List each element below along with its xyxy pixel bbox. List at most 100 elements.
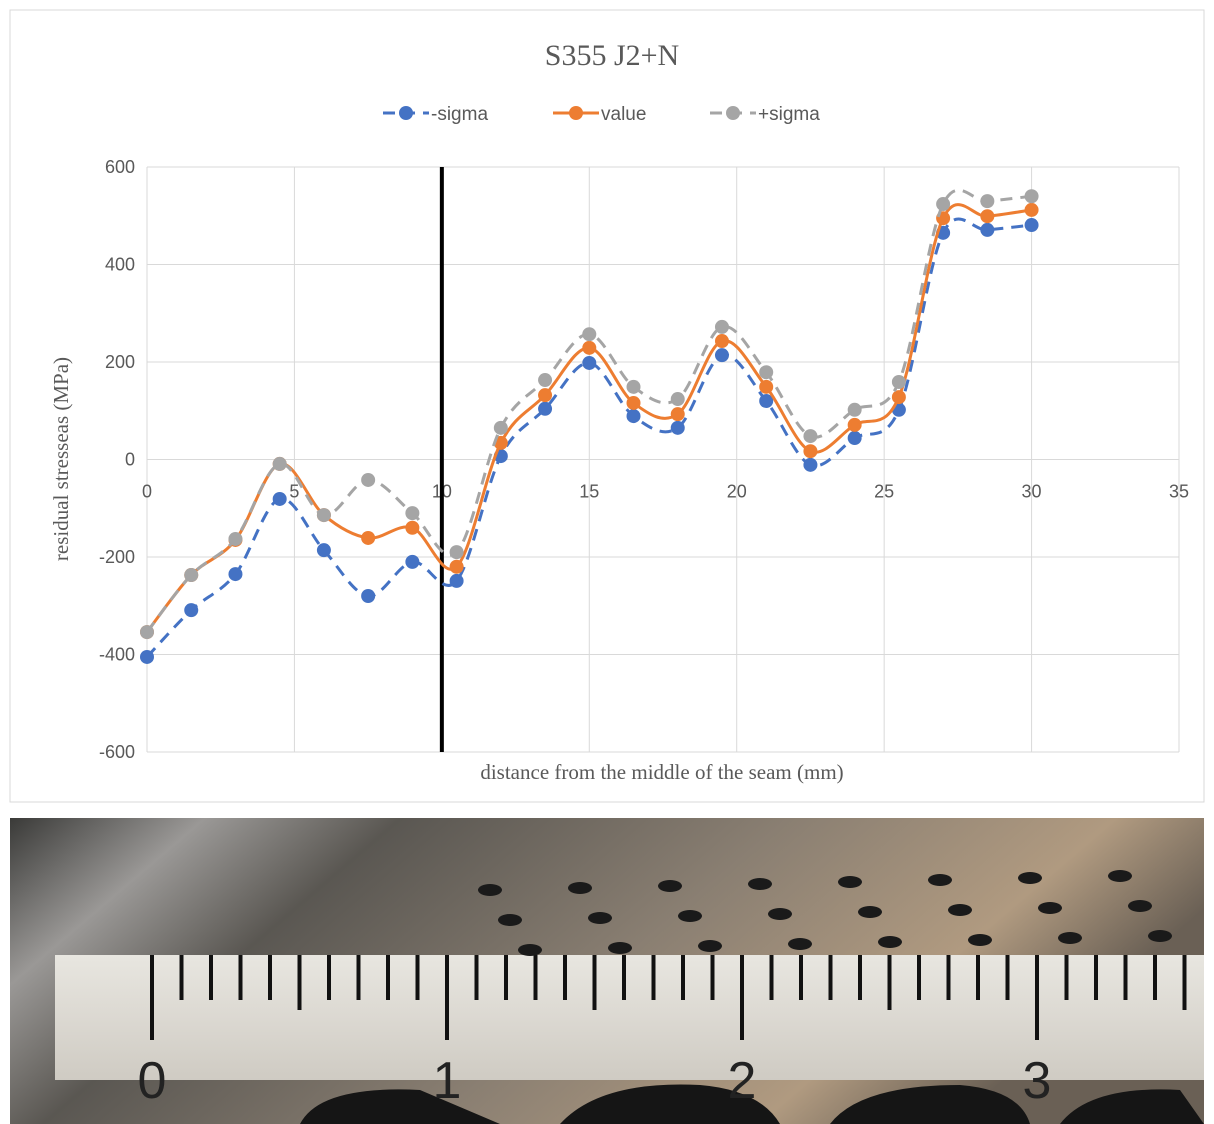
photo-hole xyxy=(858,906,882,918)
data-point xyxy=(847,431,862,446)
photo-hole xyxy=(1128,900,1152,912)
photo-hole xyxy=(748,878,772,890)
photo-hole xyxy=(608,942,632,954)
data-point xyxy=(891,374,906,389)
x-tick-label: 30 xyxy=(1022,482,1042,502)
data-point xyxy=(980,209,995,224)
chart-title: S355 J2+N xyxy=(545,39,679,72)
data-point xyxy=(316,543,331,558)
ruler-label: 3 xyxy=(1023,1052,1052,1110)
y-tick-label: 600 xyxy=(105,157,135,177)
photo-hole xyxy=(478,884,502,896)
data-point xyxy=(405,506,420,521)
data-point xyxy=(891,390,906,405)
ruler-label: 1 xyxy=(433,1052,462,1110)
data-point xyxy=(670,420,685,435)
photo-hole xyxy=(1018,872,1042,884)
data-point xyxy=(449,559,464,574)
dark-shapes xyxy=(300,1084,1204,1124)
x-axis-label: distance from the middle of the seam (mm… xyxy=(480,760,843,784)
data-point xyxy=(626,409,641,424)
data-point xyxy=(140,625,154,640)
data-point xyxy=(272,456,287,471)
data-point xyxy=(449,545,464,560)
data-point xyxy=(582,327,597,342)
data-point xyxy=(405,554,420,569)
y-tick-label: -200 xyxy=(99,547,135,567)
data-point xyxy=(714,334,729,349)
data-point xyxy=(626,395,641,410)
photo-hole xyxy=(878,936,902,948)
photo-hole xyxy=(928,874,952,886)
data-point xyxy=(449,573,464,588)
x-tick-label: 25 xyxy=(874,482,894,502)
data-point xyxy=(582,340,597,355)
legend-label: -sigma xyxy=(431,104,488,125)
data-point xyxy=(316,508,331,523)
photo-hole xyxy=(1108,870,1132,882)
data-point xyxy=(228,531,243,546)
data-point xyxy=(670,407,685,422)
photo-hole xyxy=(568,882,592,894)
x-tick-label: 35 xyxy=(1169,482,1189,502)
photo-hole xyxy=(1148,930,1172,942)
data-point xyxy=(936,197,951,212)
data-point xyxy=(714,348,729,363)
data-point xyxy=(184,568,199,583)
photo-hole xyxy=(518,944,542,956)
legend-label: +sigma xyxy=(758,104,820,125)
photo-hole xyxy=(498,914,522,926)
data-point xyxy=(493,420,508,435)
photo: 0 1 2 3 xyxy=(10,818,1204,1124)
data-point xyxy=(272,491,287,506)
photo-hole xyxy=(1058,932,1082,944)
data-point xyxy=(714,319,729,334)
data-point xyxy=(1024,189,1039,204)
photo-hole xyxy=(588,912,612,924)
data-point xyxy=(626,379,641,394)
data-point xyxy=(847,417,862,432)
data-point xyxy=(980,194,995,209)
photo-hole xyxy=(968,934,992,946)
data-point xyxy=(759,379,774,394)
y-tick-label: 400 xyxy=(105,255,135,275)
x-tick-label: 0 xyxy=(142,482,152,502)
data-point xyxy=(184,603,199,618)
y-tick-label: -400 xyxy=(99,645,135,665)
data-point xyxy=(980,222,995,237)
data-point xyxy=(1024,218,1039,233)
ruler xyxy=(55,955,1204,1080)
y-axis-label: residual stresseas (MPa) xyxy=(49,357,73,561)
x-tick-label: 15 xyxy=(579,482,599,502)
x-tick-label: 20 xyxy=(727,482,747,502)
data-point xyxy=(1024,202,1039,217)
x-tick-label: 5 xyxy=(289,482,299,502)
grid xyxy=(146,166,1180,753)
data-point xyxy=(759,394,774,408)
data-point xyxy=(361,530,376,545)
legend-label: value xyxy=(601,104,646,125)
photo-hole xyxy=(768,908,792,920)
photo-hole xyxy=(658,880,682,892)
chart-frame xyxy=(9,9,1205,803)
y-tick-label: 0 xyxy=(125,450,135,470)
data-point xyxy=(803,444,818,459)
photo-hole xyxy=(1038,902,1062,914)
data-point xyxy=(759,365,774,380)
ruler-label: 0 xyxy=(138,1052,167,1110)
data-point xyxy=(361,589,376,603)
data-point xyxy=(670,392,685,407)
data-point xyxy=(582,355,597,370)
photo-hole xyxy=(838,876,862,888)
data-point xyxy=(228,567,243,582)
photo-hole xyxy=(698,940,722,952)
data-point xyxy=(538,373,553,388)
data-point xyxy=(405,520,420,535)
legend-marker xyxy=(399,106,413,120)
data-point xyxy=(847,402,862,417)
photo-hole xyxy=(948,904,972,916)
data-point xyxy=(538,401,553,416)
y-tick-label: -600 xyxy=(99,742,135,762)
legend-marker xyxy=(569,106,583,120)
